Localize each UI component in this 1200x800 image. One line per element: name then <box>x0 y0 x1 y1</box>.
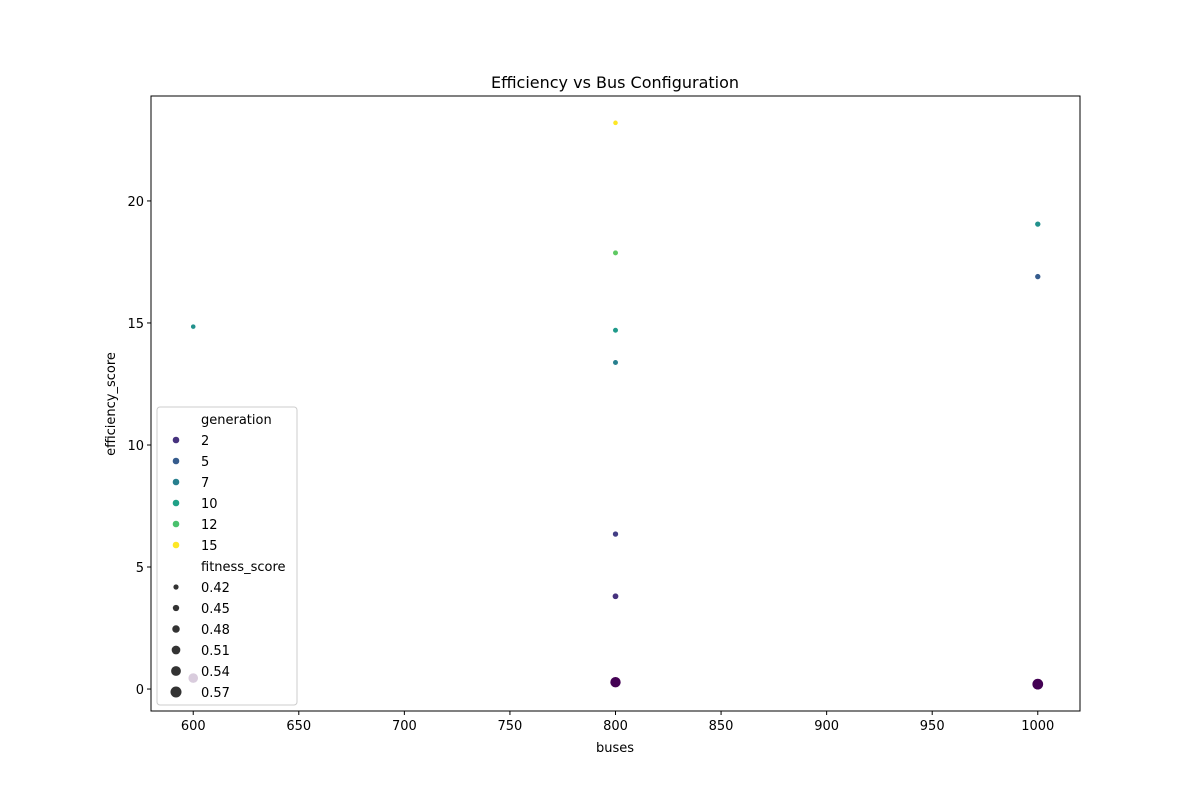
chart-title: Efficiency vs Bus Configuration <box>491 73 739 92</box>
x-tick-label: 950 <box>920 719 945 734</box>
y-tick-label: 20 <box>127 195 144 210</box>
y-tick-label: 15 <box>127 317 144 332</box>
legend-hue-label: 10 <box>201 497 218 512</box>
x-tick-label: 800 <box>603 719 628 734</box>
legend-hue-label: 15 <box>201 539 218 554</box>
legend-size-title: fitness_score <box>201 560 286 575</box>
legend-hue-label: 2 <box>201 434 209 449</box>
legend-size-label: 0.54 <box>201 665 230 680</box>
legend-size-marker <box>170 686 182 698</box>
data-point <box>1031 678 1044 691</box>
x-axis-label: buses <box>596 741 634 756</box>
legend-size-marker <box>173 584 179 590</box>
legend-size-label: 0.45 <box>201 602 230 617</box>
data-point <box>612 327 619 334</box>
legend-size-label: 0.57 <box>201 686 230 701</box>
legend-hue-label: 5 <box>201 455 209 470</box>
x-tick-label: 650 <box>286 719 311 734</box>
data-point <box>612 592 619 600</box>
data-point <box>1034 273 1042 280</box>
y-tick-label: 5 <box>136 561 144 576</box>
x-tick-label: 1000 <box>1021 719 1054 734</box>
legend-size-marker <box>171 645 181 655</box>
legend-size-marker <box>172 604 180 612</box>
legend-hue-label: 12 <box>201 518 218 533</box>
legend-size-marker <box>171 666 181 676</box>
x-tick-label: 700 <box>392 719 417 734</box>
legend-size-label: 0.42 <box>201 581 230 596</box>
y-axis-label: efficiency_score <box>104 352 119 456</box>
data-point <box>612 530 619 538</box>
data-point <box>190 323 197 330</box>
legend-hue-title: generation <box>201 413 272 428</box>
legend-size-marker <box>172 625 180 633</box>
data-point <box>1034 220 1042 228</box>
legend-size-label: 0.48 <box>201 623 230 638</box>
y-tick-label: 10 <box>127 439 144 454</box>
legend-size-entries: 0.42 0.45 0.48 0.51 0.54 0.57 <box>170 581 230 701</box>
x-tick-label: 900 <box>814 719 839 734</box>
x-tick-label: 600 <box>181 719 206 734</box>
legend-hue-label: 7 <box>201 476 209 491</box>
legend-hue-marker <box>172 457 180 465</box>
data-point <box>612 119 619 126</box>
legend-hue-marker <box>172 436 180 444</box>
legend-hue-entries: 2 5 7 10 12 15 <box>172 434 218 554</box>
data-point <box>612 359 619 366</box>
y-axis-ticks: 0 5 10 15 20 <box>127 195 151 698</box>
legend-hue-marker <box>172 541 180 549</box>
legend-size-label: 0.51 <box>201 644 230 659</box>
y-tick-label: 0 <box>136 683 144 698</box>
data-point <box>612 249 619 257</box>
legend-hue-marker <box>172 478 180 486</box>
x-axis-ticks: 600 650 700 750 800 850 900 950 1000 <box>181 711 1054 734</box>
x-tick-label: 750 <box>498 719 523 734</box>
data-point <box>609 676 622 689</box>
legend-hue-marker <box>172 520 180 528</box>
x-tick-label: 850 <box>709 719 734 734</box>
legend-hue-marker <box>172 499 180 507</box>
legend-box <box>156 406 298 706</box>
